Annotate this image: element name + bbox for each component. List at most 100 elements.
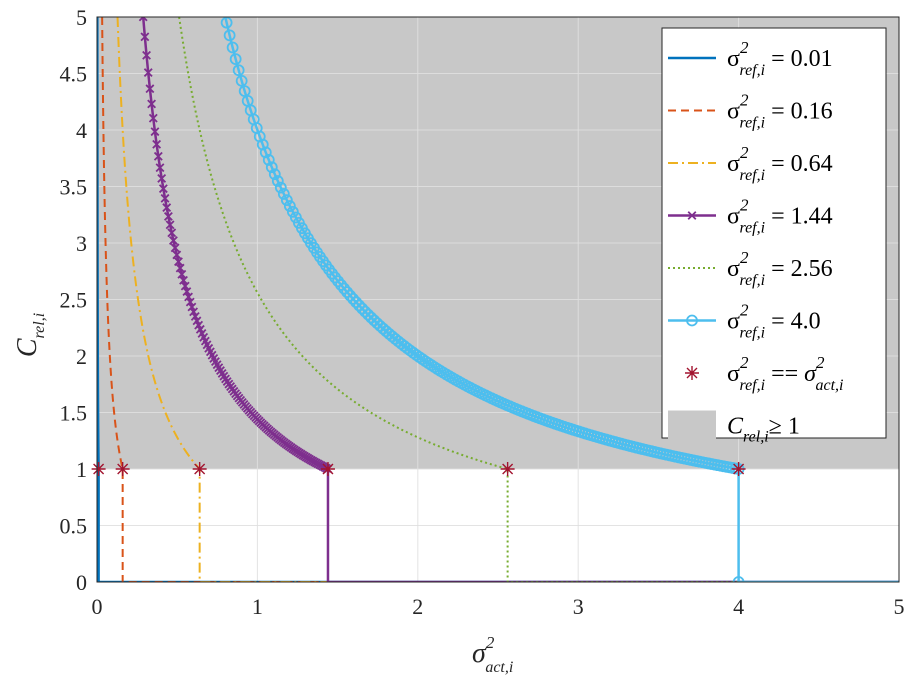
x-marker: [143, 68, 153, 78]
x-marker: [162, 203, 172, 213]
series-line: [116, 17, 899, 582]
x-tick-label: 5: [894, 594, 905, 619]
x-marker: [167, 228, 177, 238]
series-line: [97, 17, 899, 582]
y-tick-label: 3: [76, 231, 87, 256]
circle-marker: [419, 355, 432, 368]
circle-marker: [425, 359, 438, 372]
x-marker: [155, 163, 165, 173]
x-tick-label: 2: [412, 594, 423, 619]
asterisk-marker: [192, 462, 207, 476]
y-axis-label: Crel,i: [12, 313, 48, 357]
y-tick-label: 2: [76, 344, 87, 369]
circle-marker: [344, 289, 356, 302]
asterisk-marker: [685, 366, 699, 380]
y-tick-label: 5: [76, 5, 87, 30]
x-marker: [174, 257, 183, 267]
x-marker: [148, 113, 158, 123]
legend-entry-label: σ2 ref,i = 0.64: [727, 143, 833, 184]
legend-entry-label: σ2 ref,i = 2.56: [727, 248, 833, 289]
x-marker: [170, 243, 180, 253]
circle-marker: [223, 29, 236, 42]
x-marker: [145, 84, 155, 94]
series-layer: [97, 17, 899, 582]
circle-marker: [359, 305, 372, 318]
asterisk-marker: [731, 462, 746, 476]
circle-marker: [265, 161, 278, 174]
x-marker: [158, 184, 168, 194]
marker-layer: [91, 462, 746, 476]
tick-labels: 0 1 2 3 4 5 0 0.5 1 1.5 2 2.5 3 3.5 4 4.5 5: [60, 5, 905, 619]
asterisk-marker: [91, 462, 106, 476]
x-marker: [142, 50, 151, 60]
x-marker: [184, 292, 193, 302]
x-marker: [168, 236, 178, 245]
y-tick-label: 1: [76, 457, 87, 482]
legend-entry-label: σ2 ref,i = 1.44: [727, 196, 833, 237]
circle-marker: [235, 74, 248, 87]
circle-marker: [274, 181, 287, 194]
circle-marker: [335, 279, 347, 291]
x-tick-label: 0: [92, 594, 103, 619]
x-marker: [185, 297, 195, 307]
legend-entry-label: σ2 ref,i = 0.16: [727, 91, 833, 132]
x-marker: [138, 17, 148, 22]
y-tick-label: 4.5: [60, 62, 88, 87]
circle-marker: [226, 41, 239, 54]
x-tick-label: 4: [733, 594, 744, 619]
y-tick-label: 2.5: [60, 288, 88, 313]
x-marker: [177, 269, 187, 279]
y-tick-label: 0: [76, 570, 87, 595]
legend-box: [661, 27, 887, 439]
circle-marker: [431, 363, 444, 375]
x-marker: [160, 193, 170, 203]
circle-marker: [232, 64, 245, 77]
x-marker: [165, 220, 175, 230]
circle-marker: [277, 188, 290, 200]
x-marker: [687, 211, 697, 220]
circle-marker: [428, 361, 441, 374]
legend-entry-label: σ2 ref,i = 4.0: [727, 301, 821, 342]
legend-shade-label: Crel,i≥ 1: [727, 414, 800, 446]
x-marker: [163, 211, 173, 221]
legend-equality-label: σ2 ref,i == σ2 act,i: [727, 353, 843, 394]
circle-marker: [220, 17, 233, 29]
circle-marker: [259, 146, 272, 159]
circle-marker: [256, 138, 269, 151]
x-marker: [175, 263, 185, 273]
plot-frame: [96, 16, 900, 583]
circle-marker: [353, 299, 366, 312]
circle-marker: [229, 53, 242, 65]
circle-marker: [271, 175, 284, 187]
circle-marker: [686, 314, 698, 327]
x-marker: [150, 127, 160, 137]
circle-marker: [262, 154, 275, 166]
x-tick-label: 1: [252, 594, 263, 619]
x-marker: [187, 302, 197, 312]
asterisk-marker: [320, 462, 335, 476]
legend-shade-swatch: [668, 410, 716, 441]
circle-marker: [347, 293, 360, 305]
asterisk-marker: [115, 462, 130, 476]
x-marker: [157, 173, 167, 183]
x-axis-label: σ2 act,i: [472, 633, 513, 676]
y-tick-label: 1.5: [60, 401, 88, 426]
circle-marker: [283, 200, 296, 212]
circle-marker: [286, 205, 299, 218]
circle-marker: [356, 302, 369, 315]
y-tick-label: 0.5: [60, 514, 88, 539]
x-marker: [153, 151, 163, 161]
circle-marker: [268, 168, 281, 181]
circle-marker: [332, 275, 344, 288]
circle-marker: [350, 296, 363, 309]
series-line: [101, 17, 899, 582]
circle-marker: [338, 282, 350, 295]
x-marker: [147, 99, 157, 109]
circle-marker: [253, 130, 266, 143]
y-tick-label: 4: [76, 118, 87, 143]
circle-marker: [341, 286, 353, 298]
asterisk-marker: [500, 462, 515, 476]
x-marker: [172, 250, 182, 260]
circle-marker: [422, 357, 435, 370]
